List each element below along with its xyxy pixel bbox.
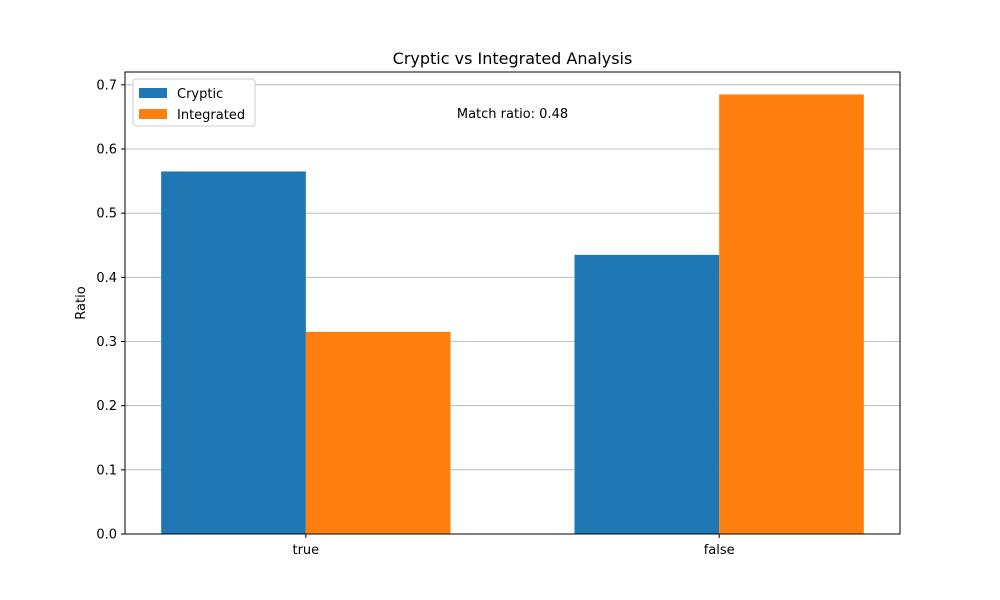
legend-swatch-cryptic — [139, 88, 167, 98]
bar-cryptic-false — [574, 254, 720, 534]
x-tick-label: false — [704, 543, 735, 558]
y-axis-ticks: 0.0 0.1 0.2 0.3 0.4 0.5 0.6 0.7 — [96, 78, 125, 543]
y-tick-label: 0.1 — [96, 463, 117, 478]
bar-integrated-false — [719, 94, 864, 534]
y-tick-label: 0.6 — [96, 143, 117, 158]
y-tick-label: 0.7 — [96, 78, 117, 93]
y-tick-label: 0.5 — [96, 207, 117, 222]
y-tick-label: 0.2 — [96, 399, 117, 414]
legend: Cryptic Integrated — [132, 78, 256, 127]
match-ratio-annotation: Match ratio: 0.48 — [457, 107, 568, 122]
x-axis-ticks: true false — [292, 534, 735, 558]
plot-area-frame — [124, 71, 901, 535]
y-axis-label: Ratio — [74, 286, 89, 319]
y-tick-label: 0.4 — [96, 271, 117, 286]
legend-swatch-integrated — [139, 109, 167, 119]
x-tick-label: true — [292, 543, 319, 558]
y-tick-label: 0.0 — [96, 528, 117, 543]
bar-integrated-true — [305, 331, 451, 534]
legend-label-integrated: Integrated — [177, 108, 245, 123]
y-tick-label: 0.3 — [96, 335, 117, 350]
bars — [161, 94, 864, 535]
legend-label-cryptic: Cryptic — [177, 87, 223, 102]
chart-title: Cryptic vs Integrated Analysis — [393, 49, 633, 68]
bar-cryptic-true — [161, 171, 306, 535]
